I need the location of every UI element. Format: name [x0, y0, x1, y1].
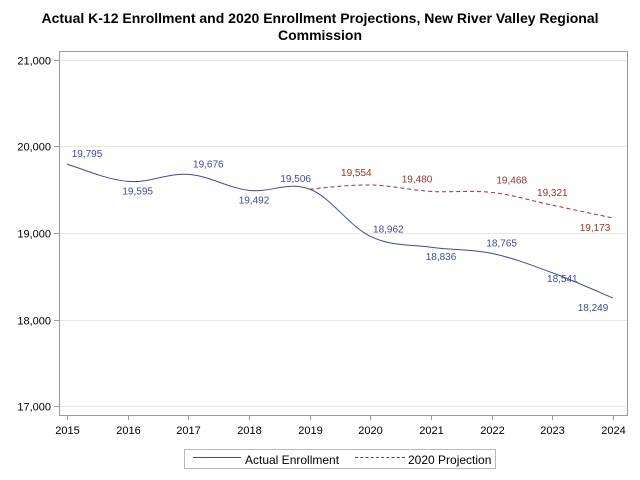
- x-tick-label: 2023: [540, 425, 564, 437]
- data-label: 19,468: [496, 175, 527, 186]
- y-axis: 17,000 18,000 19,000 20,000 21,000: [17, 56, 59, 414]
- x-tick-label: 2020: [358, 425, 382, 437]
- chart-title-line-2: Commission: [277, 27, 362, 43]
- data-label: 19,506: [280, 174, 311, 185]
- x-tick-label: 2016: [116, 425, 140, 437]
- chart-title-line-1: Actual K-12 Enrollment and 2020 Enrollme…: [41, 10, 599, 26]
- chart-title: Actual K-12 Enrollment and 2020 Enrollme…: [0, 10, 640, 44]
- x-axis: 2015 2016 2017 2018 2019 2020 2021 2022 2023 2024: [55, 415, 626, 437]
- data-label: 18,249: [578, 303, 609, 314]
- y-tick-label: 18,000: [17, 316, 51, 328]
- data-label: 18,541: [547, 274, 578, 285]
- data-label: 19,173: [580, 223, 611, 234]
- data-labels: 19,795 19,595 19,676 19,492 19,506 18,962 18,8…: [72, 149, 611, 314]
- data-label: 19,595: [122, 186, 153, 197]
- x-tick-label: 2018: [237, 425, 261, 437]
- y-tick-label: 21,000: [17, 56, 51, 68]
- data-label: 18,962: [373, 224, 404, 235]
- x-tick-label: 2024: [601, 425, 625, 437]
- x-tick-label: 2019: [298, 425, 322, 437]
- legend-swatch-actual: [193, 457, 241, 458]
- data-label: 19,676: [193, 159, 224, 170]
- data-label: 19,321: [537, 188, 568, 199]
- data-label: 18,765: [486, 238, 517, 249]
- data-label: 19,795: [72, 149, 103, 160]
- legend-label-actual: Actual Enrollment: [245, 453, 340, 467]
- legend-label-projection: 2020 Projection: [408, 453, 492, 467]
- plot-area-frame: [59, 51, 628, 416]
- x-tick-label: 2021: [419, 425, 443, 437]
- data-label: 19,492: [239, 195, 270, 206]
- legend-swatch-projection: [355, 457, 405, 458]
- data-label: 19,480: [402, 174, 433, 185]
- y-tick-label: 20,000: [17, 142, 51, 154]
- series-line-actual: [66, 163, 614, 299]
- x-tick-label: 2015: [55, 425, 79, 437]
- gridlines: [59, 60, 627, 407]
- legend: Actual Enrollment 2020 Projection: [184, 449, 496, 469]
- x-tick-label: 2022: [480, 425, 504, 437]
- y-tick-label: 17,000: [17, 402, 51, 414]
- data-label: 18,836: [426, 252, 457, 263]
- x-tick-label: 2017: [176, 425, 200, 437]
- data-label: 19,554: [341, 168, 372, 179]
- y-tick-label: 19,000: [17, 229, 51, 241]
- series-lines: [66, 163, 614, 299]
